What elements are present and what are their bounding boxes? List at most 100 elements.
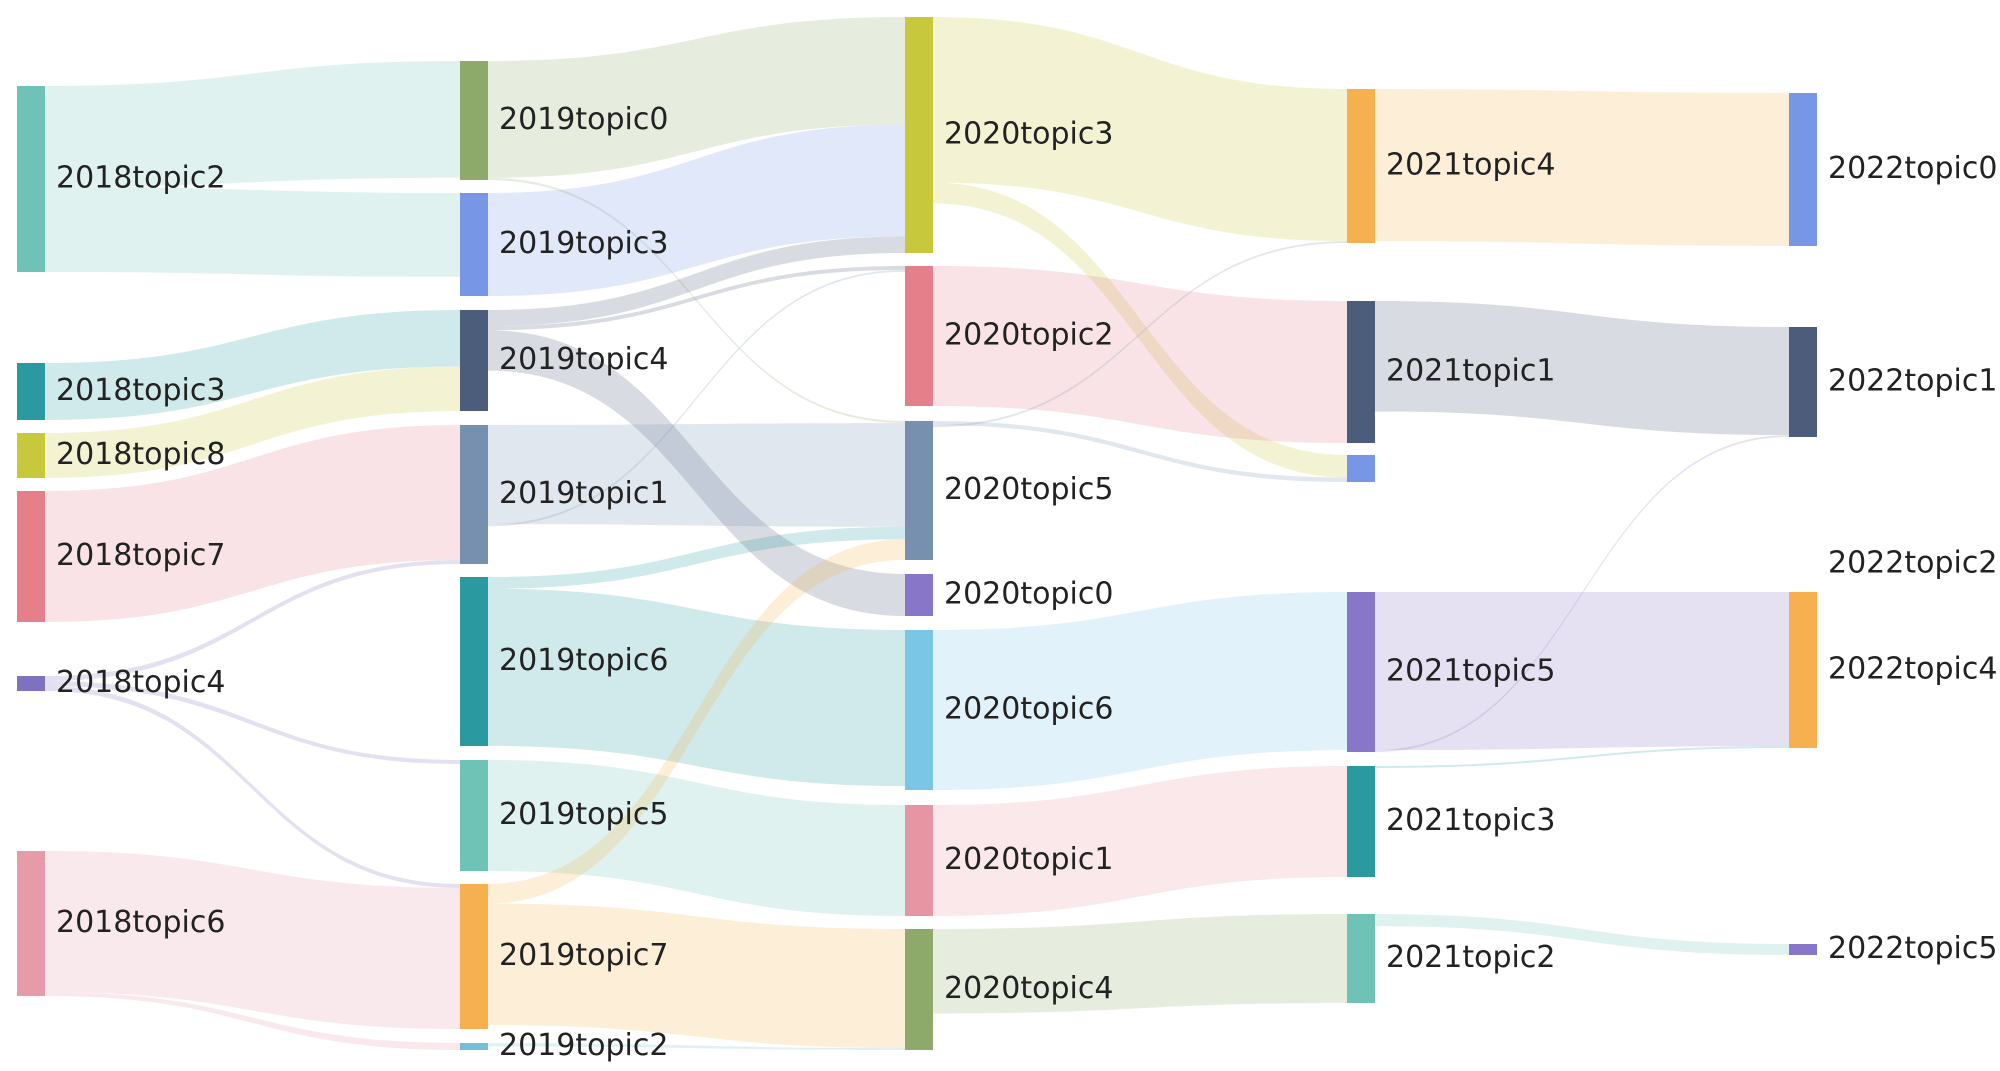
node-label-n20_6: 2020topic6 [944, 692, 1113, 727]
node-label-n20_3: 2020topic3 [944, 117, 1113, 152]
node-bar-n20_0 [905, 574, 933, 616]
node-label-n20_0: 2020topic0 [944, 577, 1113, 612]
node-label-n20_5: 2020topic5 [944, 472, 1113, 507]
node-label-n21_2: 2021topic2 [1386, 940, 1555, 975]
link-n19_4-to-n20_2 [488, 266, 905, 331]
link-n19_1-to-n20_5 [488, 423, 905, 527]
node-label-n19_3: 2019topic3 [499, 226, 668, 261]
node-bar-n18_3 [17, 363, 45, 420]
link-n20_4-to-n21_2 [933, 914, 1347, 1014]
links-layer [45, 17, 1789, 1050]
node-bar-n20_3 [905, 17, 933, 253]
node-bar-n19_4 [460, 310, 488, 411]
link-n18_4-to-n19_7 [45, 686, 460, 888]
node-label-n21_1: 2021topic1 [1386, 354, 1555, 389]
node-label-n22_1: 2022topic1 [1828, 364, 1997, 399]
node-label-n18_3: 2018topic3 [56, 373, 225, 408]
node-label-n19_1: 2019topic1 [499, 476, 668, 511]
link-n19_7-to-n20_5 [488, 539, 905, 904]
node-label-n19_6: 2019topic6 [499, 643, 668, 678]
node-bar-n21_1 [1347, 301, 1375, 443]
node-bar-n21_5 [1347, 592, 1375, 752]
link-n18_8-to-n19_4 [45, 366, 460, 478]
node-bar-n22_4 [1789, 592, 1817, 748]
link-n18_2-to-n19_3 [45, 186, 460, 277]
node-label-n19_2: 2019topic2 [499, 1028, 668, 1063]
node-bar-n21_4 [1347, 89, 1375, 243]
node-bar-n20_6 [905, 630, 933, 790]
link-n21_1-to-n22_1 [1375, 301, 1789, 436]
node-bar-n20_1 [905, 805, 933, 916]
link-n18_4-to-n19_5 [45, 681, 460, 764]
link-n21_5-to-n22_1 [1375, 435, 1789, 752]
link-n18_2-to-n19_0 [45, 61, 460, 187]
link-n19_0-to-n20_5 [488, 177, 905, 424]
link-n19_3-to-n20_3 [488, 124, 905, 296]
link-n19_1-to-n20_2 [488, 269, 905, 527]
node-bar-n22_0 [1789, 93, 1817, 246]
link-n18_6-to-n19_7 [45, 851, 460, 1029]
link-n19_7-to-n20_4 [488, 903, 905, 1049]
node-bar-n18_7 [17, 491, 45, 622]
link-n20_6-to-n21_5 [933, 592, 1347, 790]
node-label-n20_4: 2020topic4 [944, 971, 1113, 1006]
link-n20_5-to-n21_4 [933, 241, 1347, 428]
node-bar-n19_3 [460, 193, 488, 296]
labels-layer: 2018topic2 2018topic3 2018topic8 2018topic7… [56, 102, 1997, 1063]
node-label-n19_7: 2019topic7 [499, 938, 668, 973]
link-n20_1-to-n21_3 [933, 766, 1347, 916]
node-bar-n19_1 [460, 425, 488, 564]
link-n20_2-to-n21_1 [933, 266, 1347, 443]
node-label-n18_2: 2018topic2 [56, 161, 225, 196]
node-bar-n21_2 [1347, 914, 1375, 1003]
link-n21_3-to-n22_4 [1375, 746, 1789, 768]
node-label-n19_0: 2019topic0 [499, 102, 668, 137]
link-n18_4-to-n19_1 [45, 560, 460, 681]
node-label-n19_4: 2019topic4 [499, 342, 668, 377]
node-label-n18_6: 2018topic6 [56, 905, 225, 940]
link-n19_4-to-n20_3 [488, 236, 905, 327]
link-n20_3-to-n21_4 [933, 17, 1347, 242]
link-n19_0-to-n20_3 [488, 17, 905, 178]
node-label-n22_5: 2022topic5 [1828, 931, 1997, 966]
node-label-n18_8: 2018topic8 [56, 437, 225, 472]
node-bar-n19_5 [460, 760, 488, 871]
link-n19_6-to-n20_5 [488, 526, 905, 589]
node-bar-n19_0 [460, 61, 488, 180]
link-n20_5-to-n21_x [933, 421, 1347, 482]
node-bar-n19_6 [460, 577, 488, 746]
link-n19_5-to-n20_1 [488, 760, 905, 916]
node-bar-n22_5 [1789, 944, 1817, 955]
node-label-n22_4: 2022topic4 [1828, 652, 1997, 687]
node-bar-n18_6 [17, 851, 45, 996]
node-bar-n18_4 [17, 676, 45, 691]
node-label-n21_3: 2021topic3 [1386, 803, 1555, 838]
link-n18_3-to-n19_4 [45, 310, 460, 420]
node-bar-n21_x [1347, 455, 1375, 482]
link-n21_2-to-n22_5 [1375, 914, 1789, 955]
nodes-layer [17, 17, 1817, 1050]
link-n19_6-to-n20_6 [488, 588, 905, 787]
link-n19_2-to-n20_4 [488, 1043, 905, 1050]
node-label-n19_5: 2019topic5 [499, 797, 668, 832]
node-bar-n18_8 [17, 433, 45, 478]
node-bar-n22_1 [1789, 327, 1817, 437]
link-n21_4-to-n22_0 [1375, 89, 1789, 246]
node-bar-n21_3 [1347, 766, 1375, 877]
node-label-n18_4: 2018topic4 [56, 665, 225, 700]
link-n20_3-to-n21_x [933, 182, 1347, 478]
node-label-n22_2: 2022topic2 [1828, 546, 1997, 581]
node-label-n21_5: 2021topic5 [1386, 654, 1555, 689]
node-bar-n20_4 [905, 929, 933, 1050]
node-label-n22_0: 2022topic0 [1828, 151, 1997, 186]
node-label-n18_7: 2018topic7 [56, 538, 225, 573]
node-label-n20_2: 2020topic2 [944, 318, 1113, 353]
node-bar-n18_2 [17, 86, 45, 272]
node-bar-n19_2 [460, 1043, 488, 1050]
link-n18_7-to-n19_1 [45, 425, 460, 622]
node-bar-n20_2 [905, 266, 933, 406]
node-bar-n19_7 [460, 884, 488, 1029]
link-n18_6-to-n19_2 [45, 992, 460, 1050]
node-bar-n20_5 [905, 421, 933, 560]
